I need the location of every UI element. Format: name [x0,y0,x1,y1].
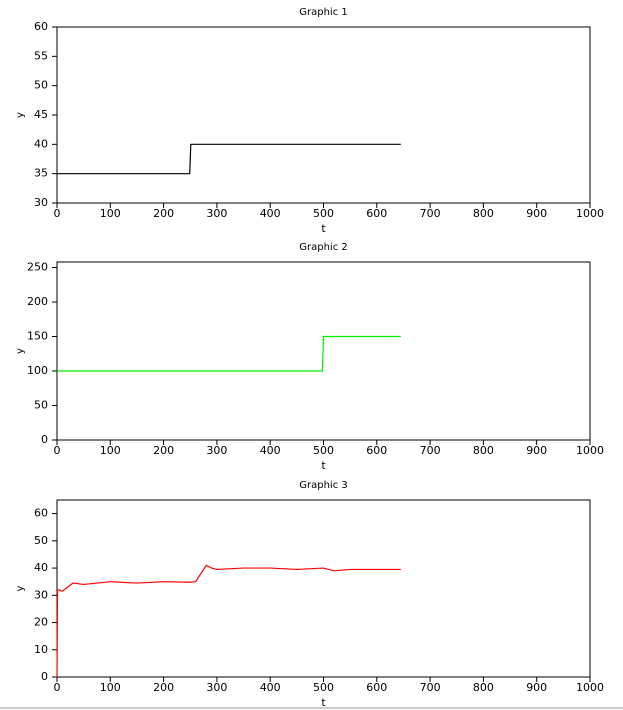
chart-title: Graphic 1 [299,7,348,18]
x-tick-label: 200 [153,681,174,694]
y-tick-label: 0 [41,433,48,446]
x-tick-label: 0 [54,207,61,220]
x-tick-label: 500 [313,444,334,457]
x-tick-label: 300 [206,444,227,457]
x-tick-label: 400 [260,207,281,220]
y-tick-label: 150 [27,330,48,343]
x-tick-label: 900 [526,207,547,220]
x-tick-label: 700 [420,207,441,220]
chart-title: Graphic 3 [299,480,348,491]
x-tick-label: 700 [420,681,441,694]
x-tick-label: 300 [206,681,227,694]
y-tick-label: 45 [34,108,48,121]
x-tick-label: 900 [526,681,547,694]
x-tick-label: 200 [153,444,174,457]
x-tick-label: 500 [313,207,334,220]
x-axis-label: t [321,222,326,235]
y-tick-label: 20 [34,616,48,629]
y-axis-label: y [15,585,26,591]
x-tick-label: 1000 [576,444,604,457]
y-tick-label: 60 [34,507,48,520]
y-tick-label: 60 [34,20,48,33]
y-tick-label: 0 [41,670,48,683]
x-tick-label: 800 [473,207,494,220]
y-tick-label: 250 [27,261,48,274]
x-tick-label: 100 [100,681,121,694]
y-tick-label: 55 [34,49,48,62]
y-tick-label: 40 [34,561,48,574]
x-tick-label: 400 [260,681,281,694]
y-tick-label: 50 [34,534,48,547]
y-tick-label: 30 [34,196,48,209]
x-tick-label: 1000 [576,207,604,220]
y-tick-label: 50 [34,79,48,92]
y-tick-label: 40 [34,137,48,150]
x-tick-label: 500 [313,681,334,694]
y-tick-label: 30 [34,588,48,601]
x-tick-label: 200 [153,207,174,220]
x-axis-label: t [321,459,326,472]
data-line [56,564,401,678]
y-tick-label: 200 [27,295,48,308]
x-tick-label: 600 [366,207,387,220]
x-tick-label: 300 [206,207,227,220]
x-tick-label: 100 [100,444,121,457]
chart-title: Graphic 2 [299,242,348,253]
x-tick-label: 600 [366,681,387,694]
data-line [57,335,401,372]
y-axis-label: y [15,112,26,118]
x-tick-label: 0 [54,444,61,457]
y-tick-label: 35 [34,167,48,180]
x-tick-label: 1000 [576,681,604,694]
x-tick-label: 800 [473,681,494,694]
x-tick-label: 0 [54,681,61,694]
plot-frame [56,26,591,204]
y-tick-label: 10 [34,643,48,656]
x-tick-label: 900 [526,444,547,457]
x-tick-label: 600 [366,444,387,457]
y-axis-label: y [15,348,26,354]
x-tick-label: 400 [260,444,281,457]
data-line [57,143,401,175]
x-axis-label: t [321,696,326,709]
y-tick-label: 50 [34,399,48,412]
plot-frame [56,499,591,678]
y-tick-label: 100 [27,364,48,377]
x-tick-label: 100 [100,207,121,220]
x-tick-label: 700 [420,444,441,457]
x-tick-label: 800 [473,444,494,457]
